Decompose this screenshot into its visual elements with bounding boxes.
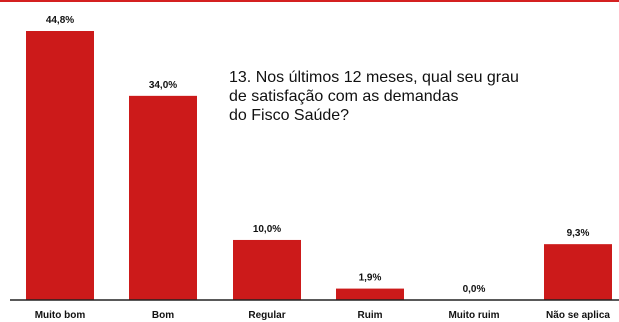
value-label: 9,3% bbox=[567, 228, 590, 239]
value-label: 10,0% bbox=[253, 224, 281, 235]
bars-group bbox=[26, 31, 612, 301]
value-label: 34,0% bbox=[149, 80, 177, 91]
category-label: Muito bom bbox=[35, 310, 86, 321]
bar-bom bbox=[129, 95, 197, 301]
category-label: Ruim bbox=[358, 310, 383, 321]
category-label: Bom bbox=[152, 310, 174, 321]
category-labels-group: Muito bom Bom Regular Ruim Muito ruim Não se … bbox=[35, 310, 611, 321]
chart-title: 13. Nos últimos 12 meses, qual seu grau … bbox=[229, 68, 549, 125]
value-label: 1,9% bbox=[359, 273, 382, 284]
chart-title-line-2: de satisfação com as demandas bbox=[229, 88, 459, 105]
bar-muito-bom bbox=[26, 31, 94, 300]
value-label: 0,0% bbox=[463, 284, 486, 295]
bar-ruim bbox=[336, 288, 404, 300]
value-label: 44,8% bbox=[46, 15, 74, 26]
bar-regular bbox=[233, 239, 301, 300]
bar-não-se-aplica bbox=[544, 244, 612, 300]
chart-title-line-1: 13. Nos últimos 12 meses, qual seu grau bbox=[229, 69, 519, 86]
value-labels-group: 44,8% 34,0% 10,0% 1,9% 0,0% 9,3% bbox=[46, 15, 590, 295]
category-label: Muito ruim bbox=[448, 310, 499, 321]
category-label: Não se aplica bbox=[546, 310, 610, 321]
category-label: Regular bbox=[248, 310, 285, 321]
chart-title-line-3: do Fisco Saúde? bbox=[229, 107, 350, 124]
